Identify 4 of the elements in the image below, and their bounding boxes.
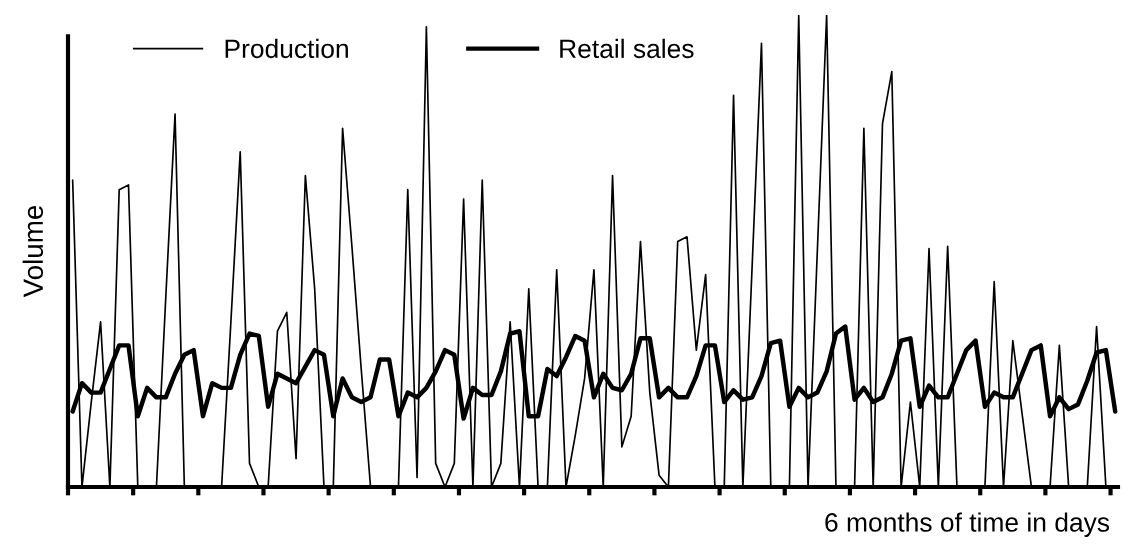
legend-label: Retail sales bbox=[560, 38, 694, 59]
x-axis-title: 6 months of time in days bbox=[825, 512, 1110, 537]
y-axis-title: Volume bbox=[22, 205, 44, 298]
legend-label: Production bbox=[225, 38, 348, 59]
